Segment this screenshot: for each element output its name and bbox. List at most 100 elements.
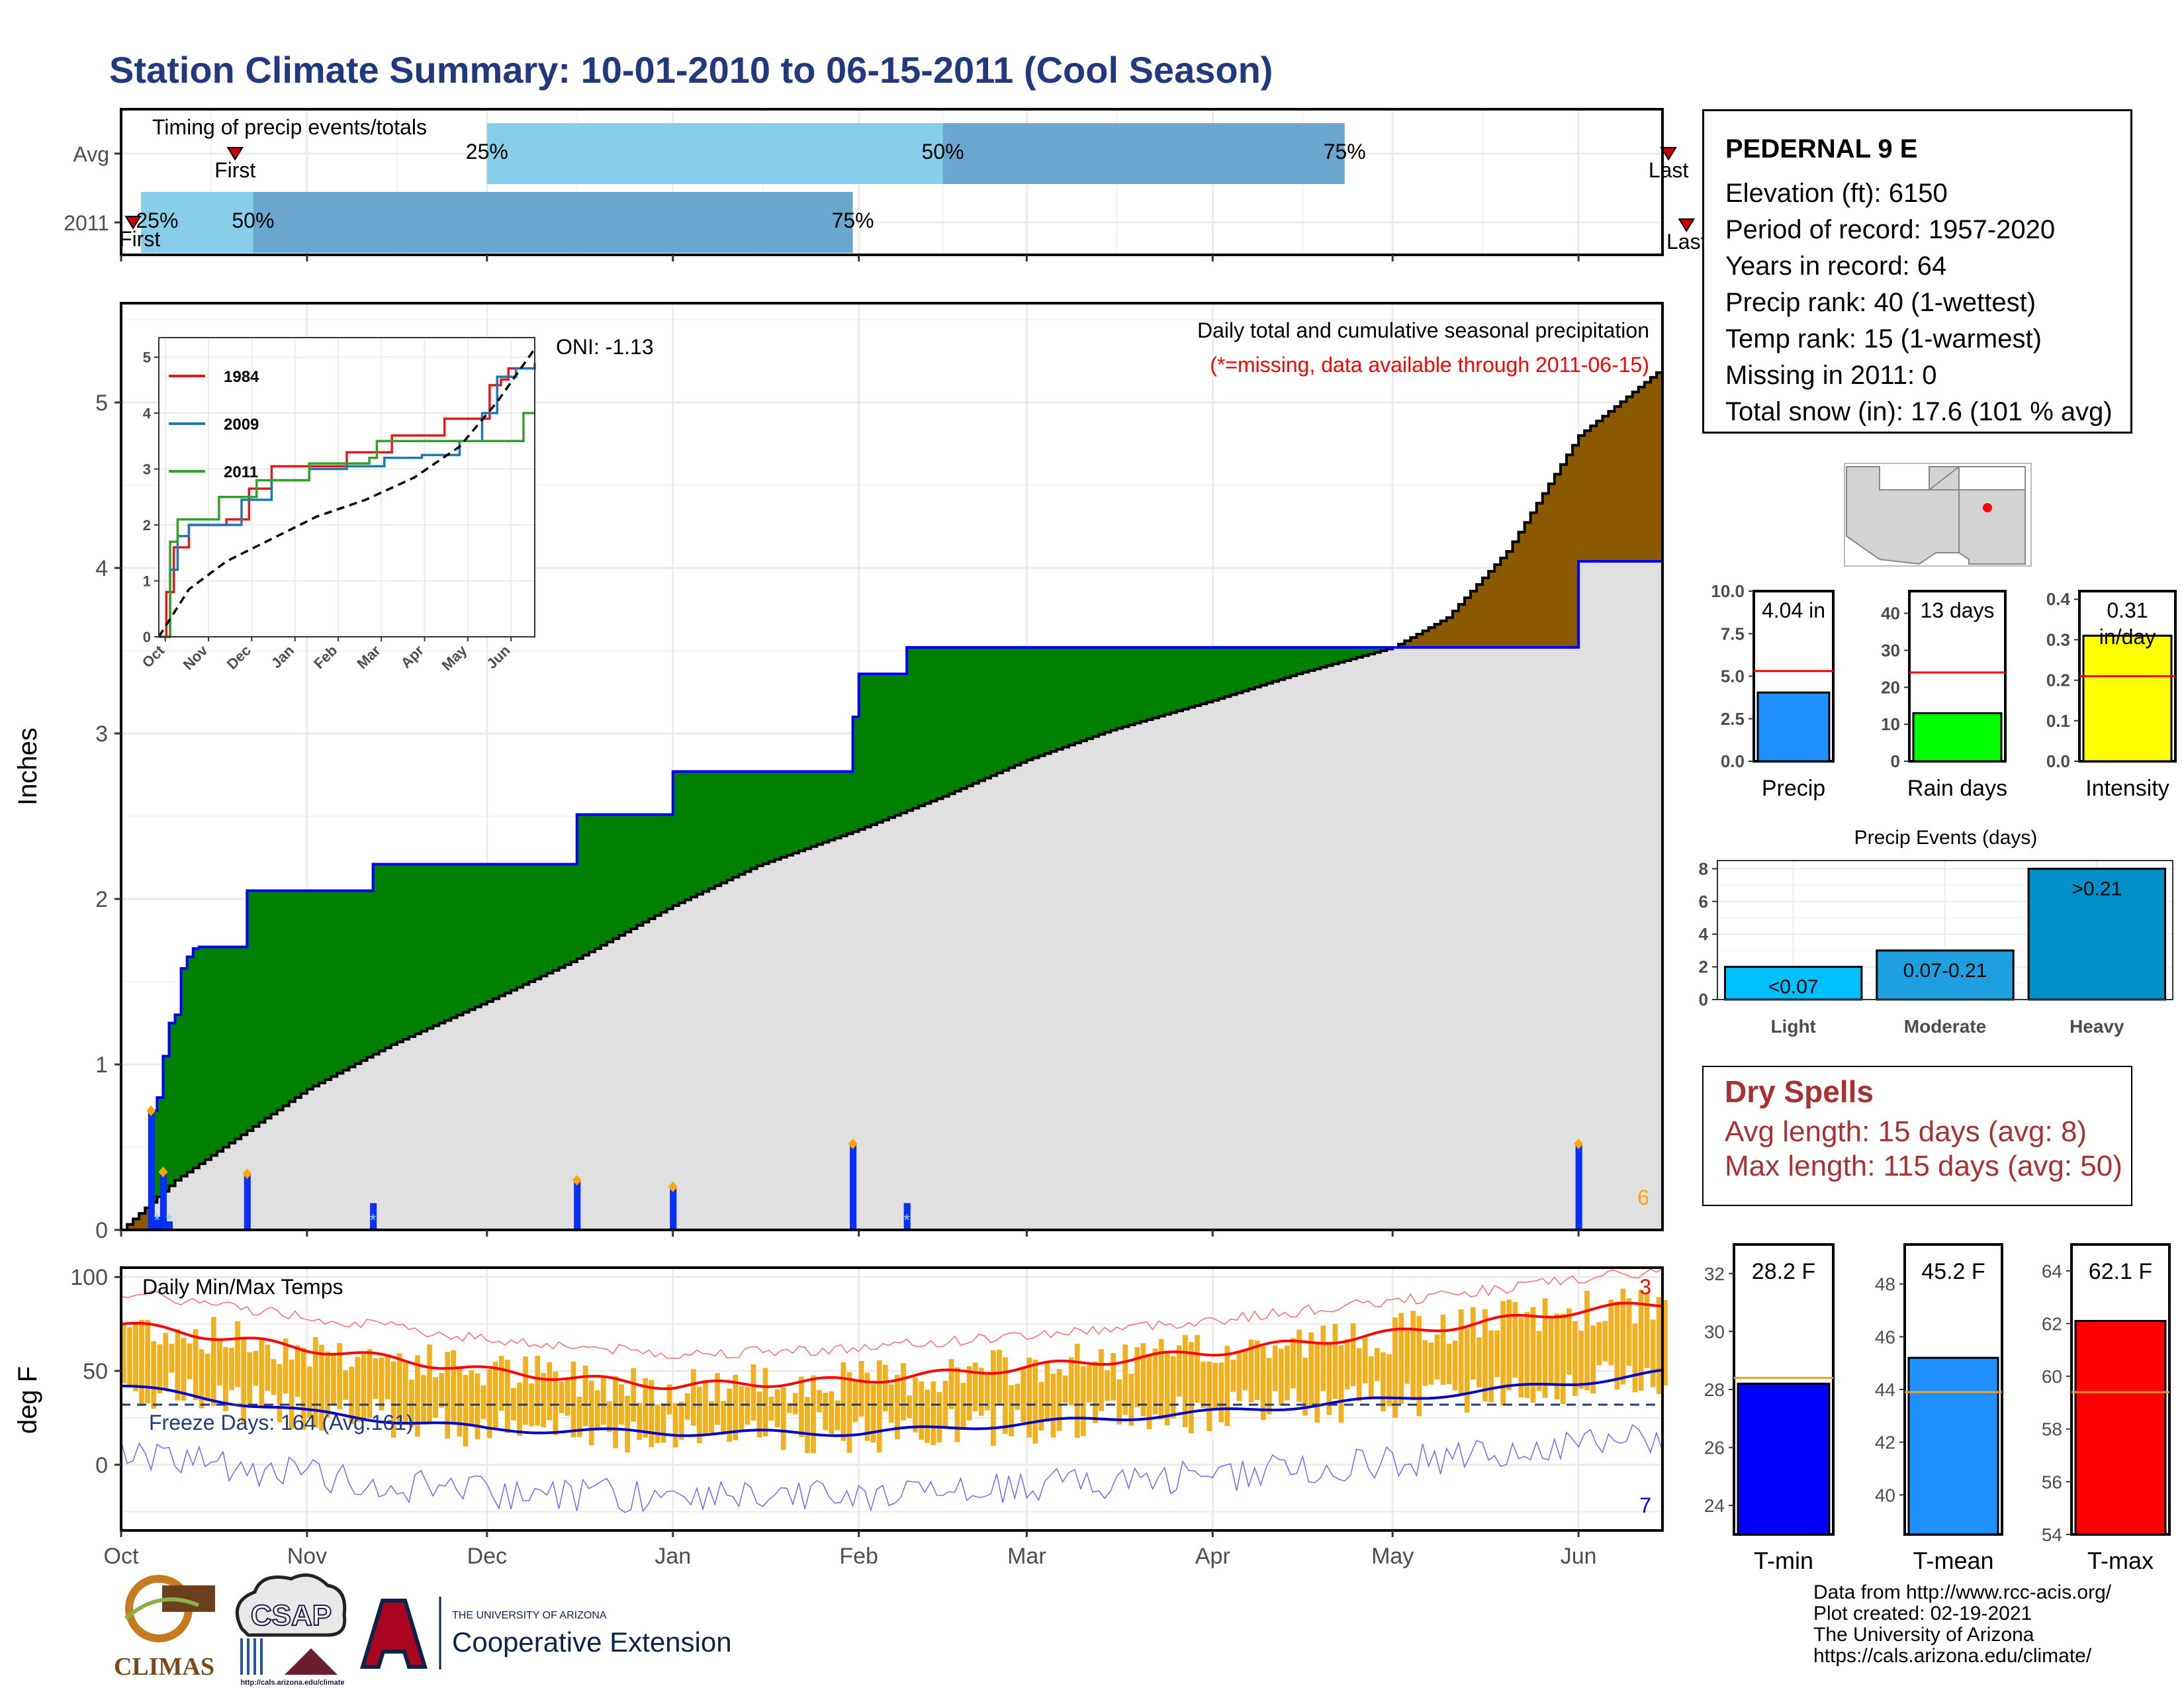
events-y-tick: 8	[1699, 859, 1708, 878]
daily-temp-bar	[768, 1396, 774, 1421]
daily-temp-bar	[1368, 1356, 1374, 1398]
timing-pct-label: 75%	[1324, 140, 1366, 164]
snow-count: 6	[1637, 1186, 1649, 1209]
inset-y-tick: 4	[143, 405, 152, 422]
daily-temp-bar	[1608, 1299, 1614, 1366]
daily-temp-bar	[463, 1374, 469, 1446]
daily-temp-bar	[1201, 1362, 1206, 1408]
daily-temp-bar	[858, 1360, 864, 1417]
daily-temp-bar	[439, 1373, 445, 1408]
daily-temp-bar	[1248, 1339, 1254, 1403]
mini-chart-y-tick: 10	[1881, 714, 1900, 734]
footer-line: https://cals.arizona.edu/climate/	[1813, 1645, 2092, 1667]
x-tick-label: Feb	[839, 1544, 878, 1569]
daily-temp-bar	[300, 1348, 306, 1430]
daily-temp-bar	[1093, 1361, 1098, 1423]
daily-temp-bar	[1488, 1330, 1494, 1403]
temp-chart-y-tick: 62	[2042, 1313, 2062, 1334]
inset-y-tick: 0	[143, 629, 151, 645]
event-bar	[2027, 867, 2167, 1001]
daily-temp-bar	[1158, 1338, 1164, 1420]
temp-chart-y-tick: 48	[1875, 1274, 1895, 1295]
daily-temp-bar	[349, 1366, 355, 1425]
events-y-tick: 2	[1699, 957, 1708, 977]
daily-temp-bar	[966, 1366, 972, 1421]
daily-temp-bar	[1189, 1342, 1194, 1434]
above-average-area	[151, 647, 1393, 1203]
y-tick-label: 100	[70, 1265, 108, 1290]
daily-temp-bar	[631, 1368, 636, 1422]
mini-chart-bar	[2082, 634, 2173, 763]
mini-chart-y-tick: 0.3	[2046, 630, 2070, 649]
timing-row-label: Avg	[73, 142, 109, 166]
daily-temp-bar	[870, 1383, 876, 1443]
daily-temp-bar	[594, 1390, 600, 1430]
daily-temp-bar	[1291, 1338, 1296, 1389]
daily-temp-bar	[121, 1324, 126, 1383]
daily-precip-bar	[1575, 1143, 1582, 1231]
daily-temp-bar	[997, 1350, 1002, 1405]
inset-y-tick: 2	[143, 517, 151, 534]
daily-temp-bar	[1542, 1298, 1548, 1398]
daily-temp-bar	[1614, 1301, 1620, 1390]
daily-temp-bar	[229, 1347, 234, 1391]
legend-label: 2011	[224, 463, 258, 481]
daily-temp-bar	[1548, 1318, 1554, 1383]
daily-temp-bar	[415, 1355, 420, 1437]
y-tick-label: 2	[95, 887, 108, 912]
timing-pct-label: 25%	[136, 209, 178, 232]
daily-temp-bar	[655, 1404, 660, 1443]
daily-temp-bar	[1452, 1340, 1458, 1391]
daily-temp-bar	[1080, 1366, 1086, 1436]
snow-marker	[668, 1182, 678, 1192]
daily-temp-bar	[1656, 1297, 1662, 1394]
record-min-line	[120, 1424, 1663, 1513]
temp-chart-y-tick: 42	[1875, 1432, 1895, 1453]
daily-temp-bar	[1416, 1316, 1422, 1417]
event-bar-label: <0.07	[1768, 976, 1819, 998]
daily-temp-bar	[1428, 1342, 1434, 1385]
daily-temp-bar	[805, 1397, 810, 1453]
daily-temp-bar	[882, 1364, 888, 1412]
daily-temp-bar	[547, 1362, 553, 1421]
daily-temp-bar	[253, 1350, 259, 1386]
record-min-count: 7	[1639, 1493, 1651, 1517]
daily-temp-bar	[1152, 1348, 1158, 1415]
daily-temp-bar	[277, 1364, 283, 1423]
daily-temp-bar	[379, 1357, 385, 1411]
x-tick-label: Mar	[1007, 1544, 1046, 1569]
daily-temp-bar	[517, 1382, 522, 1436]
daily-temp-bar	[1506, 1299, 1512, 1391]
daily-temp-bar	[1056, 1368, 1062, 1431]
temp-chart-label: T-max	[2087, 1547, 2154, 1574]
daily-temp-bar	[535, 1356, 540, 1426]
snow-marker	[146, 1105, 156, 1116]
daily-temp-bar	[402, 1360, 408, 1424]
daily-temp-bar	[157, 1344, 163, 1393]
y-axis-label: deg F	[13, 1366, 42, 1434]
daily-temp-bar	[817, 1389, 822, 1413]
first-label: First	[119, 227, 160, 251]
daily-temp-bar	[703, 1380, 708, 1436]
temp-bar-panels: 28.2 F 24 26 28 30 32 T-min 45.2 F 40 42 44 46 48 T-m…	[1704, 1243, 2171, 1574]
daily-temp-bar	[756, 1391, 762, 1438]
mini-chart-unit: in/day	[2099, 625, 2156, 649]
temp-frame	[120, 1266, 1664, 1532]
daily-temp-bar	[1572, 1321, 1578, 1396]
temp-chart-y-tick: 30	[1704, 1321, 1725, 1342]
daily-temp-bar	[1050, 1374, 1056, 1438]
daily-temp-bar	[727, 1388, 732, 1442]
station-map	[1844, 463, 2032, 567]
temp-chart-label: T-mean	[1913, 1547, 1993, 1574]
daily-temp-bar	[504, 1360, 510, 1433]
last-marker	[1660, 147, 1677, 161]
temp-chart-bar	[2074, 1319, 2167, 1536]
mini-chart-y-tick: 0.0	[1721, 751, 1745, 771]
daily-temp-bar	[1320, 1325, 1326, 1391]
daily-temp-bar	[895, 1375, 900, 1440]
daily-temp-bar	[576, 1396, 582, 1437]
temp-chart-y-tick: 26	[1704, 1438, 1725, 1458]
daily-temp-bar	[1302, 1358, 1308, 1416]
daily-temp-bar	[811, 1375, 816, 1454]
daily-temp-bar	[1524, 1312, 1530, 1398]
